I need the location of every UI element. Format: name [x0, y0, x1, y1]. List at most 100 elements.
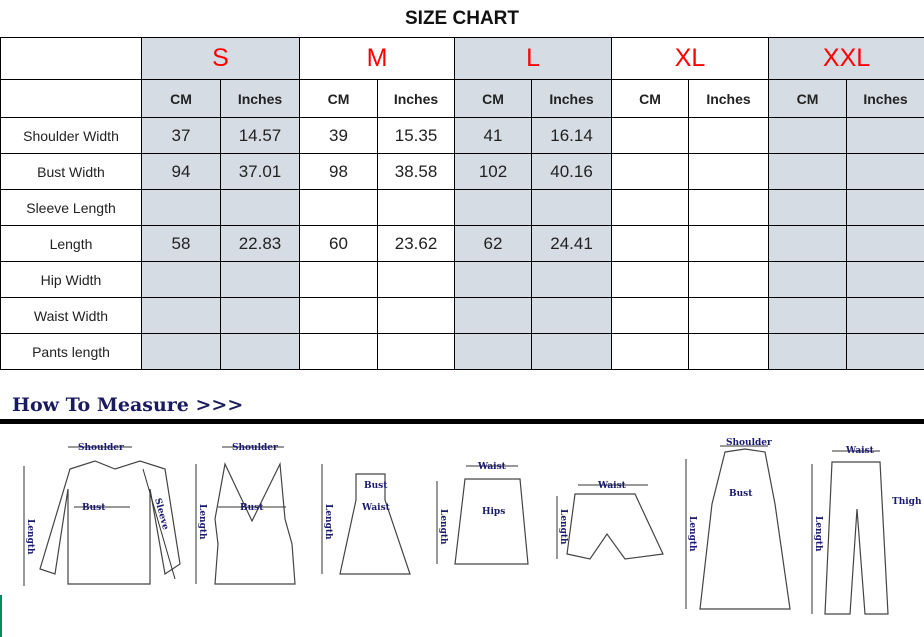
blouse-diagram: Shoulder Length Bust Sleeve [23, 443, 181, 586]
value-cell [846, 153, 924, 190]
value-cell [299, 189, 378, 226]
value-cell [846, 189, 924, 226]
size-chart-table: S M L XL XXL CM Inches CM Inches CM Inches CM Inche… [0, 37, 924, 370]
value-cell [611, 153, 690, 190]
table-row: Bust Width 94 37.01 98 38.58 102 40.16 [0, 153, 924, 190]
svg-text:Length: Length [813, 516, 823, 552]
value-cell [454, 261, 533, 298]
value-cell: 94 [141, 153, 221, 190]
value-cell: 38.58 [376, 153, 456, 190]
value-cell: 24.41 [531, 225, 613, 262]
value-cell [611, 333, 690, 370]
row-label: Shoulder Width [0, 117, 142, 154]
value-cell [768, 117, 848, 154]
unit-header: CM [454, 79, 533, 118]
unit-header: Inches [846, 79, 924, 118]
size-header-s: S [141, 37, 300, 80]
value-cell [846, 261, 924, 298]
value-cell [688, 189, 770, 226]
value-cell [531, 261, 613, 298]
size-header-xxl: XXL [768, 37, 924, 80]
value-cell [141, 297, 221, 334]
measurement-diagrams: Shoulder Length Bust Sleeve Shoulder Len… [23, 438, 922, 615]
value-cell: 15.35 [376, 117, 456, 154]
unit-header: Inches [376, 79, 456, 118]
table-row: Length 58 22.83 60 23.62 62 24.41 [0, 225, 924, 262]
value-cell [376, 261, 456, 298]
value-cell [768, 225, 848, 262]
table-row: Waist Width [0, 297, 924, 334]
svg-text:Length: Length [323, 504, 333, 540]
table-row: Shoulder Width 37 14.57 39 15.35 41 16.14 [0, 117, 924, 154]
value-cell: 60 [299, 225, 378, 262]
value-cell [611, 189, 690, 226]
value-cell [299, 297, 378, 334]
value-cell [688, 333, 770, 370]
value-cell [454, 297, 533, 334]
dress-diagram: Length Bust Waist [321, 464, 411, 575]
svg-text:Shoulder: Shoulder [78, 443, 124, 453]
value-cell [611, 297, 690, 334]
svg-text:Waist: Waist [361, 503, 391, 513]
svg-text:Bust: Bust [240, 503, 264, 513]
unit-header: CM [141, 79, 221, 118]
svg-text:Hips: Hips [482, 507, 505, 517]
svg-text:Bust: Bust [729, 489, 753, 499]
row-label: Length [0, 225, 142, 262]
pants-diagram: Waist Length Thigh [811, 446, 922, 615]
value-cell [141, 261, 221, 298]
value-cell [611, 261, 690, 298]
table-row: Sleeve Length [0, 189, 924, 226]
value-cell [531, 297, 613, 334]
row-label: Bust Width [0, 153, 142, 190]
svg-text:Waist: Waist [477, 462, 507, 472]
size-header-l: L [454, 37, 613, 80]
value-cell [220, 297, 300, 334]
svg-text:Length: Length [25, 519, 35, 555]
value-cell: 102 [454, 153, 533, 190]
edge-marker [0, 595, 2, 637]
value-cell [376, 297, 456, 334]
value-cell: 23.62 [376, 225, 456, 262]
corner-cell [0, 79, 142, 118]
how-to-measure-heading: How To Measure >>> [12, 394, 244, 416]
value-cell [531, 333, 613, 370]
value-cell [376, 333, 456, 370]
value-cell [688, 297, 770, 334]
value-cell [846, 297, 924, 334]
value-cell [454, 333, 533, 370]
value-cell [768, 189, 848, 226]
row-label: Hip Width [0, 261, 142, 298]
value-cell [846, 117, 924, 154]
value-cell: 98 [299, 153, 378, 190]
unit-header: CM [299, 79, 378, 118]
corner-cell [0, 37, 142, 80]
coat-diagram: Shoulder Length Bust [685, 438, 791, 610]
value-cell [220, 261, 300, 298]
value-cell [141, 333, 221, 370]
svg-text:Waist: Waist [845, 446, 875, 456]
value-cell: 16.14 [531, 117, 613, 154]
skirt-diagram: Waist Length Hips [436, 462, 529, 565]
svg-text:Length: Length [687, 516, 697, 552]
value-cell: 37 [141, 117, 221, 154]
value-cell [220, 333, 300, 370]
value-cell [688, 225, 770, 262]
value-cell: 41 [454, 117, 533, 154]
table-row: Hip Width [0, 261, 924, 298]
value-cell [611, 225, 690, 262]
value-cell [768, 297, 848, 334]
value-cell: 58 [141, 225, 221, 262]
value-cell [688, 117, 770, 154]
row-label: Waist Width [0, 297, 142, 334]
value-cell [611, 117, 690, 154]
row-label: Pants length [0, 333, 142, 370]
value-cell [768, 333, 848, 370]
table-row: Pants length [0, 333, 924, 370]
divider [0, 419, 924, 424]
unit-header: Inches [531, 79, 613, 118]
value-cell: 39 [299, 117, 378, 154]
value-cell: 40.16 [531, 153, 613, 190]
value-cell: 37.01 [220, 153, 300, 190]
value-cell: 14.57 [220, 117, 300, 154]
